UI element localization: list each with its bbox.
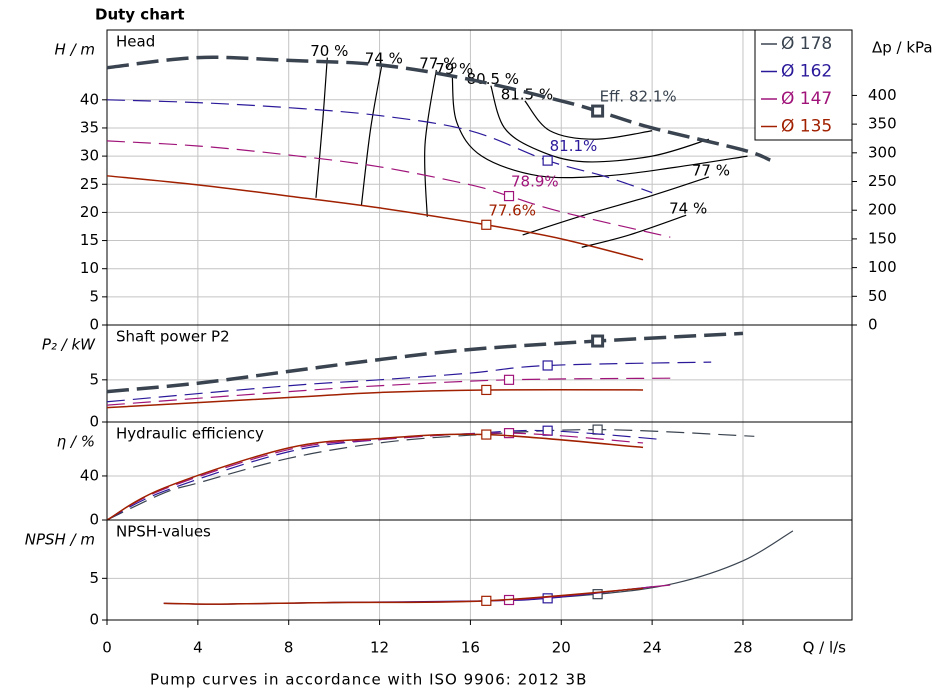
x-tick-label: 0 [102, 639, 112, 657]
contour-label: 70 % [310, 42, 348, 60]
contour-label: 77 % [419, 54, 457, 72]
duty-point [481, 219, 492, 230]
duty-point [592, 424, 603, 435]
contour-label: 74 % [669, 200, 707, 218]
pump-curve [106, 331, 744, 394]
legend-label: Ø 147 [781, 89, 832, 109]
legend-label: Ø 135 [781, 117, 832, 137]
y-axis-label: η / % [57, 433, 95, 451]
y-tick-label: 40 [80, 466, 99, 484]
x-tick-label: 12 [370, 639, 389, 657]
legend-box [754, 29, 853, 141]
pump-curve [106, 377, 675, 406]
plot-frame [106, 519, 853, 621]
legend-label: Ø 162 [781, 62, 832, 82]
pump-curve [106, 389, 644, 409]
duty-point [592, 589, 603, 600]
y-tick-label: 5 [89, 569, 99, 587]
y-tick-label: 20 [80, 203, 99, 221]
efficiency-contour [490, 85, 710, 163]
y2-tick-label: 400 [868, 86, 897, 104]
duty-point [503, 190, 515, 202]
duty-point [503, 428, 515, 439]
x-tick-label: 20 [552, 639, 571, 657]
y-tick-label: 10 [80, 259, 99, 277]
duty-label: 77.6% [488, 201, 536, 219]
x-axis-label: Q / l/s [803, 639, 847, 657]
pump-curve [106, 55, 771, 162]
contour-label: 80.5 % [467, 70, 519, 88]
duty-point [591, 334, 605, 348]
y-axis-label: P₂ / kW [42, 336, 96, 354]
panel-label: NPSH-values [116, 523, 211, 541]
duty-label: 78.9% [511, 173, 559, 191]
x-tick-label: 28 [733, 639, 752, 657]
x-tick-label: 16 [461, 639, 480, 657]
duty-point [481, 384, 492, 396]
y-tick-label: 5 [89, 287, 99, 305]
y2-tick-label: 150 [868, 229, 897, 247]
duty-point [591, 104, 605, 118]
x-tick-label: 24 [643, 639, 662, 657]
panel-label: Shaft power P2 [116, 328, 230, 346]
chart-title: Duty chart [95, 6, 185, 24]
footer: Pump curves in accordance with ISO 9906:… [150, 671, 587, 689]
pump-curve [106, 99, 653, 194]
pump-curve [106, 433, 644, 521]
y-tick-label: 0 [89, 511, 99, 529]
pump-curve [163, 587, 644, 605]
efficiency-contour [581, 214, 687, 248]
x-tick-label: 4 [193, 639, 203, 657]
pump-curve [106, 361, 712, 403]
duty-point [481, 595, 492, 606]
y2-tick-label: 100 [868, 258, 897, 276]
pump-curve [106, 432, 644, 521]
pump-curve [106, 429, 664, 521]
y-tick-label: 25 [80, 175, 99, 193]
y-tick-label: 5 [89, 370, 99, 388]
y2-tick-label: 50 [868, 287, 887, 305]
duty-point [542, 360, 553, 371]
y2-tick-label: 300 [868, 143, 897, 161]
y-tick-label: 30 [80, 147, 99, 165]
duty-label: Eff. 82.1% [600, 88, 677, 106]
panel-label: Hydraulic efficiency [116, 425, 264, 443]
y-tick-label: 0 [89, 611, 99, 629]
pump-curve [163, 530, 794, 605]
efficiency-contour [315, 57, 328, 198]
pump-curve [106, 140, 671, 238]
contour-label: 74 % [365, 49, 403, 67]
duty-label: 81.1% [550, 137, 598, 155]
y-tick-label: 0 [89, 316, 99, 334]
pump-curve [106, 175, 644, 261]
duty-point [503, 374, 515, 385]
efficiency-contour [360, 64, 383, 206]
x-tick-label: 8 [284, 639, 294, 657]
duty-point [542, 593, 553, 604]
y-tick-label: 0 [89, 413, 99, 431]
y2-tick-label: 0 [868, 316, 878, 334]
y-tick-label: 40 [80, 90, 99, 108]
legend-label: Ø 178 [781, 34, 832, 54]
y2-tick-label: 350 [868, 115, 897, 133]
efficiency-contour [522, 176, 710, 236]
contour-label: 77 % [692, 161, 730, 179]
y2-tick-label: 250 [868, 172, 897, 190]
duty-point [481, 429, 492, 440]
efficiency-contour [524, 100, 653, 140]
duty-point [542, 155, 553, 166]
y-tick-label: 15 [80, 231, 99, 249]
y-tick-label: 35 [80, 118, 99, 136]
efficiency-contour [424, 69, 437, 217]
duty-point [542, 425, 553, 436]
panel-label: Head [116, 33, 155, 51]
y-axis-label: H / m [55, 41, 95, 59]
y-axis-label: NPSH / m [25, 531, 95, 549]
efficiency-contour [451, 75, 748, 179]
y2-tick-label: 200 [868, 201, 897, 219]
y2-axis-label: Δp / kPa [872, 39, 933, 57]
